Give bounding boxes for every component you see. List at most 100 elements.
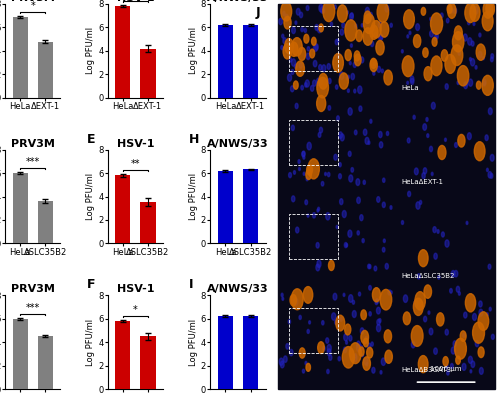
Circle shape xyxy=(294,171,296,174)
Circle shape xyxy=(369,312,372,316)
Circle shape xyxy=(351,167,354,172)
Circle shape xyxy=(292,196,295,202)
Circle shape xyxy=(328,106,330,110)
Circle shape xyxy=(285,14,288,20)
Circle shape xyxy=(303,172,305,175)
Circle shape xyxy=(478,51,482,58)
Circle shape xyxy=(463,34,468,41)
Circle shape xyxy=(444,138,446,141)
Circle shape xyxy=(468,356,472,364)
Circle shape xyxy=(314,44,318,51)
Circle shape xyxy=(340,199,343,205)
Bar xyxy=(218,25,233,98)
Circle shape xyxy=(292,289,303,310)
Circle shape xyxy=(364,14,374,33)
Circle shape xyxy=(350,44,352,47)
Circle shape xyxy=(348,151,351,156)
Circle shape xyxy=(298,160,300,163)
Circle shape xyxy=(453,341,456,347)
Bar xyxy=(243,316,258,389)
Circle shape xyxy=(299,315,302,320)
Circle shape xyxy=(366,347,373,358)
Circle shape xyxy=(450,364,454,369)
Circle shape xyxy=(350,13,354,18)
Circle shape xyxy=(418,274,420,279)
Circle shape xyxy=(376,307,380,314)
Circle shape xyxy=(473,22,475,26)
Circle shape xyxy=(452,270,455,277)
Circle shape xyxy=(368,264,370,269)
Circle shape xyxy=(454,338,466,359)
Circle shape xyxy=(351,73,354,80)
Circle shape xyxy=(303,156,305,159)
Circle shape xyxy=(327,64,330,70)
Circle shape xyxy=(346,76,348,80)
Circle shape xyxy=(318,207,320,211)
Circle shape xyxy=(306,53,310,60)
Circle shape xyxy=(370,25,378,39)
Circle shape xyxy=(295,21,297,24)
Circle shape xyxy=(346,11,348,14)
Bar xyxy=(278,192,395,281)
Circle shape xyxy=(356,30,362,42)
Circle shape xyxy=(352,300,354,304)
Circle shape xyxy=(338,174,342,179)
Circle shape xyxy=(322,65,326,72)
Circle shape xyxy=(366,7,370,15)
Circle shape xyxy=(298,47,306,61)
Circle shape xyxy=(292,38,302,56)
Circle shape xyxy=(292,59,296,66)
Circle shape xyxy=(492,334,494,340)
Circle shape xyxy=(344,347,346,353)
Circle shape xyxy=(322,321,324,325)
Text: F: F xyxy=(86,278,95,291)
Circle shape xyxy=(384,70,392,85)
Circle shape xyxy=(490,154,494,161)
Circle shape xyxy=(360,345,362,351)
Circle shape xyxy=(424,67,432,81)
Bar xyxy=(243,25,258,98)
Circle shape xyxy=(279,358,283,365)
Circle shape xyxy=(470,59,474,66)
Circle shape xyxy=(306,165,312,175)
Circle shape xyxy=(371,342,374,346)
Circle shape xyxy=(414,35,421,48)
Y-axis label: Log PFU/ml: Log PFU/ml xyxy=(189,319,198,365)
Bar xyxy=(12,319,28,389)
Circle shape xyxy=(382,247,385,252)
Circle shape xyxy=(291,70,294,74)
Circle shape xyxy=(410,78,414,84)
Circle shape xyxy=(424,316,426,322)
Circle shape xyxy=(390,291,392,294)
Circle shape xyxy=(476,44,486,60)
Circle shape xyxy=(384,239,386,242)
Bar xyxy=(400,98,495,187)
Circle shape xyxy=(364,129,367,136)
Circle shape xyxy=(319,4,323,12)
Circle shape xyxy=(339,73,348,89)
Circle shape xyxy=(327,344,332,352)
Circle shape xyxy=(361,331,368,344)
Circle shape xyxy=(353,62,356,68)
Circle shape xyxy=(385,5,389,12)
Circle shape xyxy=(354,54,361,66)
Circle shape xyxy=(328,172,330,177)
Circle shape xyxy=(373,62,376,66)
Bar xyxy=(38,336,53,389)
Circle shape xyxy=(386,131,388,136)
Circle shape xyxy=(423,124,426,130)
Circle shape xyxy=(412,325,423,346)
Circle shape xyxy=(319,73,328,89)
Circle shape xyxy=(338,5,347,22)
Circle shape xyxy=(348,75,350,79)
Circle shape xyxy=(288,74,292,81)
Bar xyxy=(288,120,338,165)
Circle shape xyxy=(446,364,448,369)
Circle shape xyxy=(454,26,462,40)
Circle shape xyxy=(302,369,304,373)
Circle shape xyxy=(464,312,467,318)
Circle shape xyxy=(382,69,384,73)
Circle shape xyxy=(328,355,332,360)
Circle shape xyxy=(364,358,368,365)
Title: A/NWS/33: A/NWS/33 xyxy=(207,285,269,294)
